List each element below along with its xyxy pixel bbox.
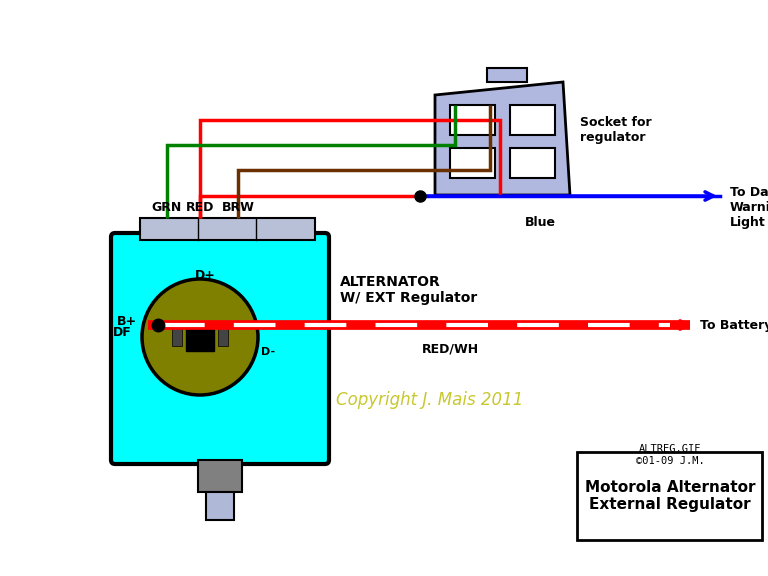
FancyBboxPatch shape: [111, 233, 329, 464]
Bar: [510, 105, 555, 135]
Bar: [510, 148, 555, 178]
Text: ALTERNATOR
W/ EXT Regulator: ALTERNATOR W/ EXT Regulator: [340, 275, 477, 305]
Text: RED: RED: [186, 201, 214, 214]
Text: RED/WH: RED/WH: [422, 343, 478, 356]
Text: D-: D-: [261, 347, 275, 357]
Bar: [140, 218, 315, 240]
Bar: [450, 148, 495, 178]
Text: D+: D+: [194, 269, 216, 282]
Bar: [198, 460, 242, 492]
Text: Motorola Alternator
External Regulator: Motorola Alternator External Regulator: [584, 480, 755, 512]
Polygon shape: [435, 82, 570, 195]
Circle shape: [142, 279, 258, 395]
Text: B+: B+: [117, 315, 137, 328]
Text: To Dash
Warning
Light: To Dash Warning Light: [730, 186, 768, 229]
Text: ALTREG.GIF
©01-09 J.M.: ALTREG.GIF ©01-09 J.M.: [636, 444, 704, 466]
Text: To Battery: To Battery: [700, 319, 768, 332]
Text: GRN: GRN: [152, 201, 182, 214]
Bar: [450, 105, 495, 135]
Bar: [577, 452, 762, 540]
Text: Copyright J. Mais 2011: Copyright J. Mais 2011: [336, 391, 524, 409]
Bar: [172, 328, 182, 346]
Text: BRW: BRW: [221, 201, 254, 214]
Bar: [218, 328, 228, 346]
Bar: [487, 68, 527, 82]
Bar: [186, 323, 214, 351]
Bar: [206, 492, 234, 520]
Text: DF: DF: [113, 325, 132, 339]
Text: Blue: Blue: [525, 216, 555, 229]
Text: Socket for
regulator: Socket for regulator: [580, 116, 651, 144]
